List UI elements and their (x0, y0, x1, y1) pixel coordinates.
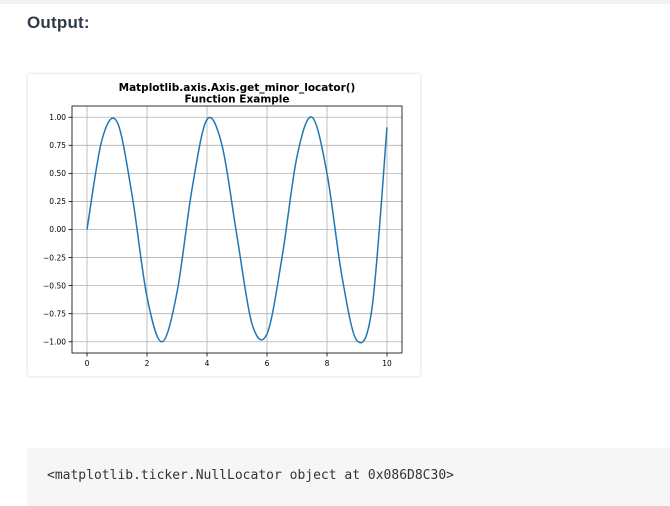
figure-image: Matplotlib.axis.Axis.get_minor_locator()… (28, 74, 420, 376)
x-tick-label: 6 (265, 359, 270, 368)
x-tick-label: 4 (205, 359, 210, 368)
y-tick-label: 0.00 (49, 225, 66, 234)
y-tick-label: 1.00 (49, 113, 66, 122)
grid-lines (72, 106, 402, 353)
console-output-block: <matplotlib.ticker.NullLocator object at… (27, 448, 670, 506)
y-tick-label: −0.75 (43, 309, 66, 318)
x-tick-label: 2 (145, 359, 150, 368)
chart-title-line1: Matplotlib.axis.Axis.get_minor_locator() (119, 82, 356, 94)
y-tick-label: −0.25 (43, 253, 66, 262)
output-heading: Output: (27, 13, 90, 32)
top-divider (0, 0, 670, 4)
y-tick-label: −1.00 (43, 337, 66, 346)
y-tick-label: −0.50 (43, 281, 66, 290)
y-tick-label: 0.25 (49, 197, 66, 206)
console-output-text: <matplotlib.ticker.NullLocator object at… (47, 468, 454, 483)
x-tick-label: 8 (325, 359, 330, 368)
y-axis-ticks: 1.00 0.75 0.50 0.25 0.00 −0.25 −0.50 −0.75 −1.00 (43, 113, 72, 346)
series-line (86, 116, 388, 344)
series-lines (86, 116, 388, 344)
line-chart: Matplotlib.axis.Axis.get_minor_locator()… (43, 82, 403, 368)
y-tick-label: 0.50 (49, 169, 66, 178)
x-tick-label: 10 (382, 359, 392, 368)
y-tick-label: 0.75 (49, 141, 66, 150)
x-tick-label: 0 (85, 359, 90, 368)
x-axis-ticks: 0 2 4 6 8 10 (85, 353, 392, 368)
chart-title-line2: Function Example (185, 94, 290, 106)
